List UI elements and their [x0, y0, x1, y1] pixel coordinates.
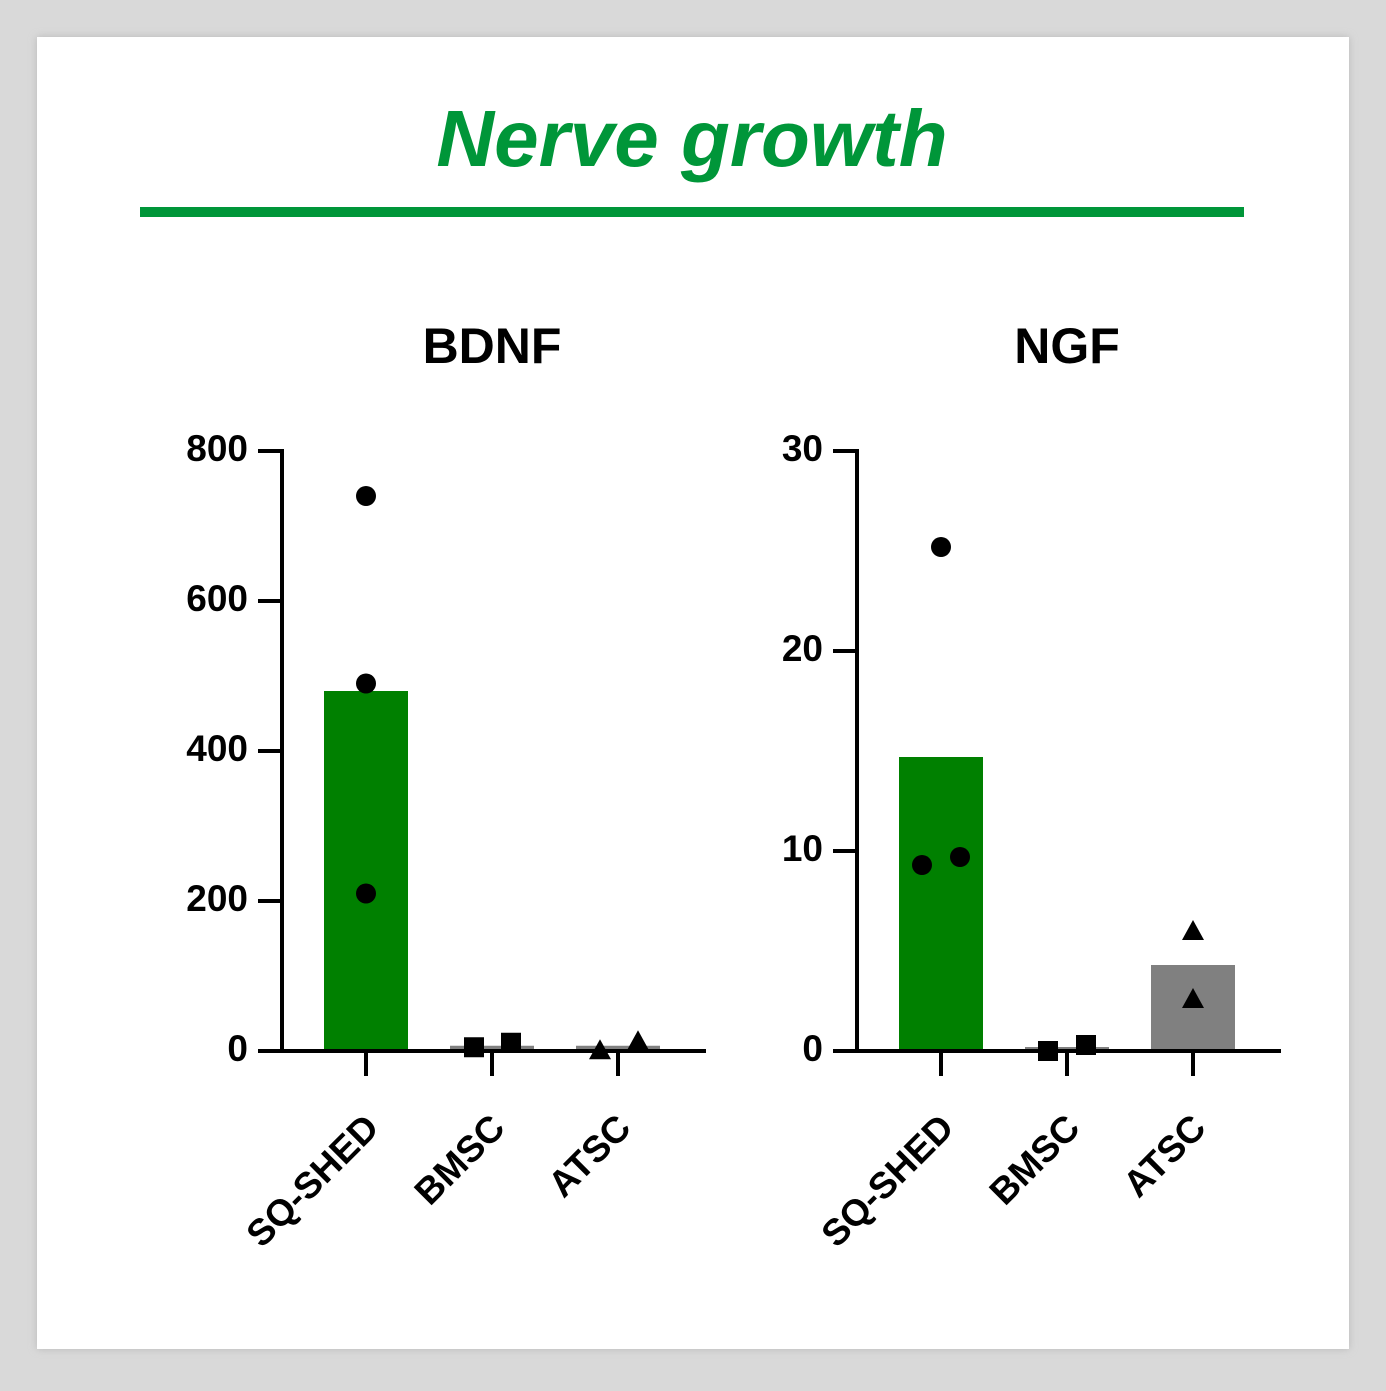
data-point — [1076, 1035, 1096, 1055]
chart-title: NGF — [1014, 318, 1120, 374]
title-rule — [140, 207, 1244, 217]
data-point — [589, 1039, 611, 1060]
data-point — [1182, 988, 1204, 1008]
bar — [450, 1045, 534, 1051]
data-point — [912, 855, 932, 875]
y-tick-label: 800 — [186, 428, 248, 469]
y-tick-label: 10 — [782, 828, 823, 869]
data-point — [627, 1030, 649, 1051]
y-tick-label: 20 — [782, 628, 823, 669]
data-point — [501, 1032, 521, 1053]
data-point — [1182, 920, 1204, 940]
y-tick-label: 200 — [186, 878, 248, 919]
panel — [37, 37, 1349, 1349]
y-tick-label: 600 — [186, 578, 248, 619]
chart-title: BDNF — [423, 318, 562, 374]
y-tick-label: 0 — [227, 1028, 248, 1069]
y-tick-label: 0 — [802, 1028, 823, 1069]
data-point — [950, 847, 970, 867]
data-point — [356, 486, 376, 506]
data-point — [356, 673, 376, 694]
bar — [324, 691, 408, 1051]
data-point — [356, 883, 376, 904]
page-title: Nerve growth — [436, 94, 947, 183]
y-tick-label: 400 — [186, 728, 248, 769]
bar — [576, 1045, 660, 1051]
data-point — [464, 1037, 484, 1058]
bar — [899, 757, 983, 1051]
data-point — [1038, 1041, 1058, 1061]
data-point — [931, 537, 951, 557]
y-tick-label: 30 — [782, 428, 823, 469]
